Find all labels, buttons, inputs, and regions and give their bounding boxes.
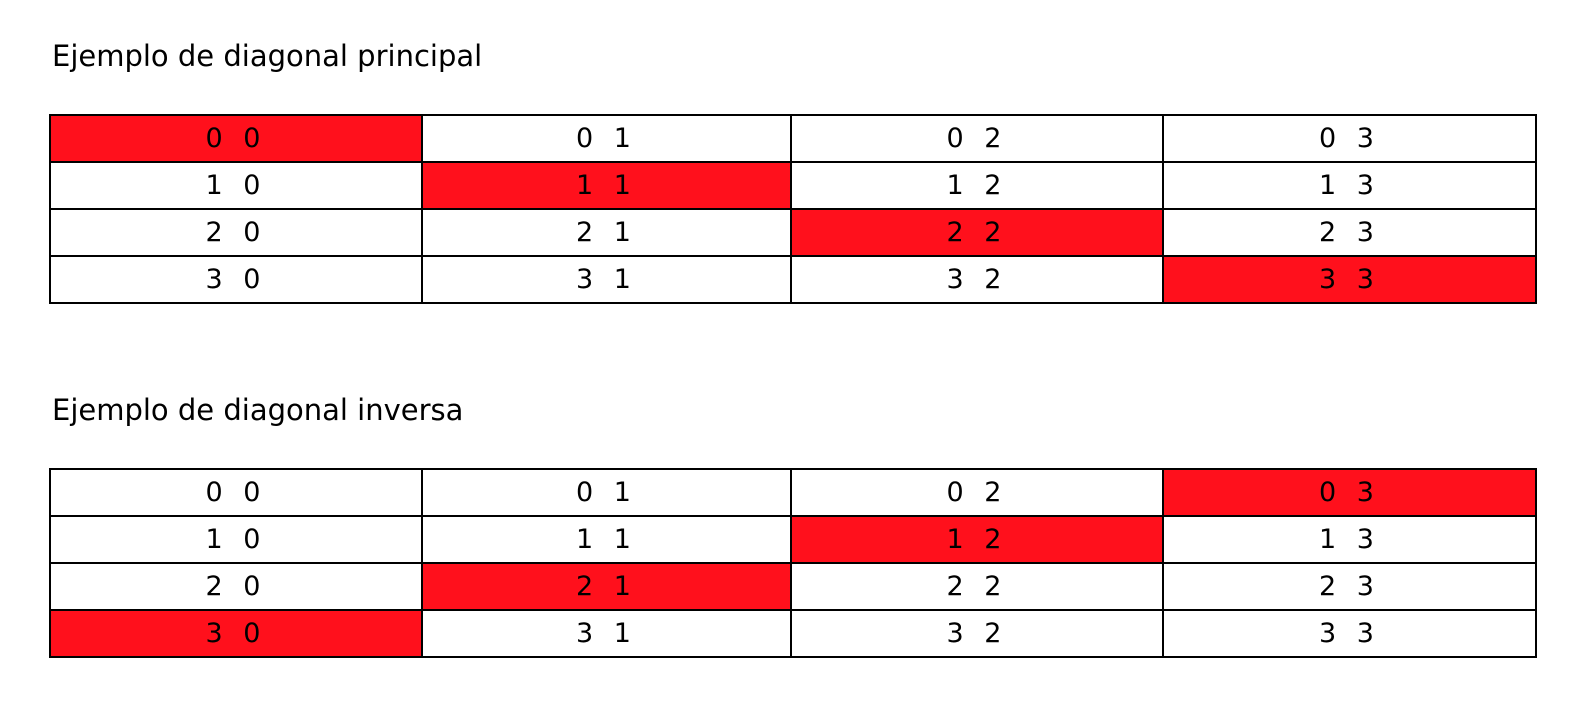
- matrix-cell: 1 3: [1162, 515, 1537, 564]
- matrix-cell: 0 0: [49, 468, 423, 517]
- matrix-cell: 0 1: [421, 468, 792, 517]
- matrix-cell: 2 0: [49, 208, 423, 257]
- matrix-cell: 0 2: [790, 114, 1164, 163]
- matrix-cell: 3 2: [790, 609, 1164, 658]
- table-row: 0 0 0 1 0 2 0 3: [49, 468, 1537, 517]
- highlighted-cell: 3 3: [1162, 255, 1537, 304]
- matrix-cell: 2 3: [1162, 562, 1537, 611]
- inverse-diagonal-title: Ejemplo de diagonal inversa: [52, 393, 464, 427]
- inverse-diagonal-table: 0 0 0 1 0 2 0 3 1 0 1 1 1 2 1 3 2 0 2 1 …: [49, 468, 1537, 658]
- matrix-cell: 1 2: [790, 161, 1164, 210]
- matrix-cell: 3 3: [1162, 609, 1537, 658]
- matrix-cell: 2 0: [49, 562, 423, 611]
- matrix-cell: 1 1: [421, 515, 792, 564]
- matrix-cell: 0 2: [790, 468, 1164, 517]
- highlighted-cell: 1 2: [790, 515, 1164, 564]
- matrix-cell: 1 0: [49, 515, 423, 564]
- highlighted-cell: 0 0: [49, 114, 423, 163]
- matrix-cell: 1 0: [49, 161, 423, 210]
- highlighted-cell: 1 1: [421, 161, 792, 210]
- highlighted-cell: 2 1: [421, 562, 792, 611]
- matrix-cell: 3 1: [421, 255, 792, 304]
- table-row: 2 0 2 1 2 2 2 3: [49, 562, 1537, 611]
- table-row: 3 0 3 1 3 2 3 3: [49, 609, 1537, 658]
- matrix-cell: 2 2: [790, 562, 1164, 611]
- highlighted-cell: 2 2: [790, 208, 1164, 257]
- table-row: 0 0 0 1 0 2 0 3: [49, 114, 1537, 163]
- table-row: 1 0 1 1 1 2 1 3: [49, 161, 1537, 210]
- main-diagonal-title: Ejemplo de diagonal principal: [52, 39, 483, 73]
- matrix-cell: 0 3: [1162, 114, 1537, 163]
- table-row: 1 0 1 1 1 2 1 3: [49, 515, 1537, 564]
- matrix-cell: 3 2: [790, 255, 1164, 304]
- matrix-cell: 3 1: [421, 609, 792, 658]
- matrix-cell: 3 0: [49, 255, 423, 304]
- highlighted-cell: 0 3: [1162, 468, 1537, 517]
- main-diagonal-table: 0 0 0 1 0 2 0 3 1 0 1 1 1 2 1 3 2 0 2 1 …: [49, 114, 1537, 304]
- table-row: 3 0 3 1 3 2 3 3: [49, 255, 1537, 304]
- highlighted-cell: 3 0: [49, 609, 423, 658]
- matrix-cell: 1 3: [1162, 161, 1537, 210]
- matrix-cell: 2 1: [421, 208, 792, 257]
- matrix-cell: 2 3: [1162, 208, 1537, 257]
- matrix-cell: 0 1: [421, 114, 792, 163]
- table-row: 2 0 2 1 2 2 2 3: [49, 208, 1537, 257]
